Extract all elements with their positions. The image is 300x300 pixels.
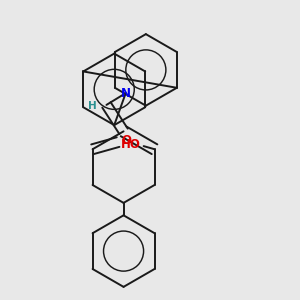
Text: HO: HO xyxy=(121,138,140,151)
Text: O: O xyxy=(122,134,132,147)
Text: N: N xyxy=(121,87,131,100)
Text: H: H xyxy=(88,101,97,112)
